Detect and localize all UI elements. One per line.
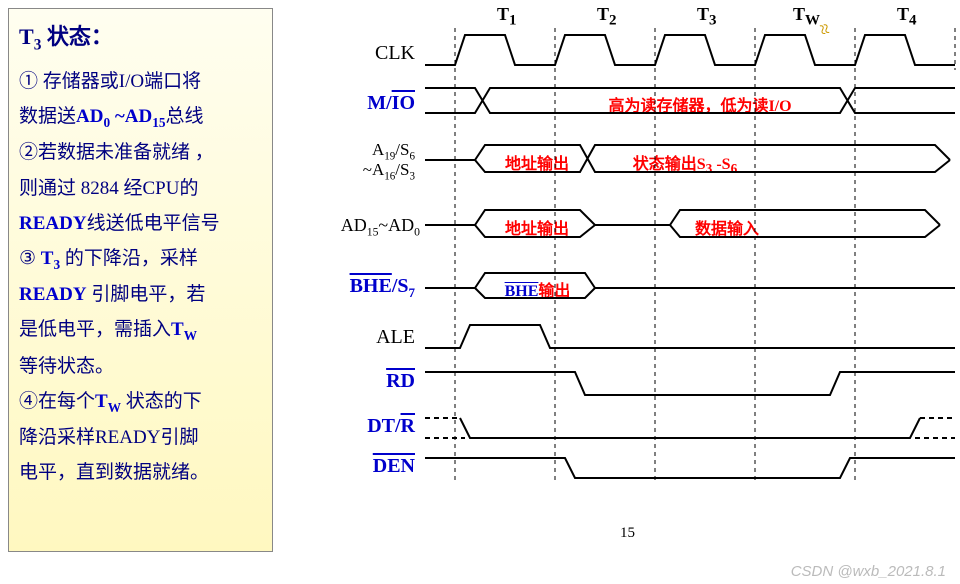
line1b: 数据送AD0 ~AD15总线: [19, 99, 262, 135]
line3a: ③ T3 的下降沿，采样: [19, 241, 262, 277]
waveform-svg: [285, 0, 960, 500]
panel-title: T3 状态：: [19, 17, 262, 60]
line4c: 电平，直到数据就绪。: [19, 455, 262, 490]
line3b: READY 引脚电平，若: [19, 277, 262, 312]
line2c: READY线送低电平信号: [19, 206, 262, 241]
line2b: 则通过 8284 经CPU的: [19, 171, 262, 206]
line1a: ① 存储器或I/O端口将: [19, 64, 262, 99]
watermark: CSDN @wxb_2021.8.1: [791, 563, 946, 580]
timing-diagram: T1 T2 T3 TW T4 ≈ CLK M/IO A19/S6 ~A16/S3…: [285, 0, 960, 560]
line4b: 降沿采样READY引脚: [19, 420, 262, 455]
page-number: 15: [620, 525, 635, 542]
line4a: ④在每个TW 状态的下: [19, 384, 262, 420]
left-text-panel: T3 状态： ① 存储器或I/O端口将 数据送AD0 ~AD15总线 ②若数据未…: [8, 8, 273, 552]
title-t: T: [19, 24, 34, 49]
title-suffix: 状态：: [41, 24, 113, 49]
line2a: ②若数据未准备就绪 ，: [19, 135, 262, 170]
line3c: 是低电平，需插入TW: [19, 312, 262, 348]
line3d: 等待状态。: [19, 349, 262, 384]
